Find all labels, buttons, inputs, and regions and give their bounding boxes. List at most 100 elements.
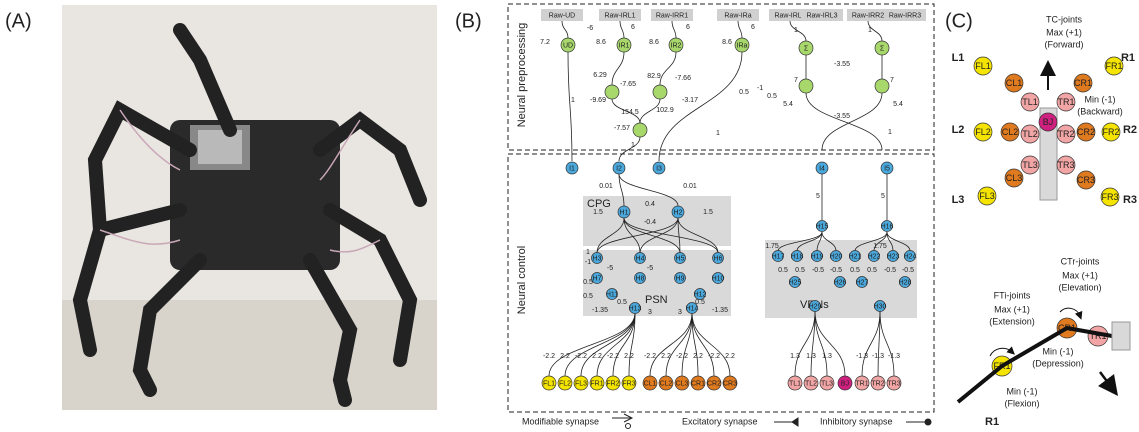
weight-label: 1 <box>571 97 575 104</box>
neuron-label: H28 <box>899 279 912 286</box>
weight-label: -2.2 <box>676 353 688 360</box>
neuron-label: H1 <box>620 209 629 216</box>
weight-label: -2.2 <box>543 353 555 360</box>
weight-label: -0.5 <box>902 267 914 274</box>
neuron-label: H23 <box>887 253 900 260</box>
weight-label: 1 <box>586 249 590 256</box>
weight-label: -2.2 <box>575 353 587 360</box>
neuron <box>799 79 813 93</box>
neuron-label: FL1 <box>975 61 991 71</box>
synapse <box>620 21 624 38</box>
joint-range: Max (+1) <box>1062 270 1098 280</box>
neuron-label: H29 <box>809 303 822 310</box>
direction-arrow <box>1100 372 1112 388</box>
neuron-label: FL2 <box>559 380 571 387</box>
neuron-label: CL3 <box>1006 173 1023 183</box>
legend: Modifiable synapse Excitatory synapse In… <box>522 414 931 429</box>
neuron-label: TR2 <box>1057 129 1074 139</box>
rotation-arrow <box>990 348 1012 356</box>
figure: (A) (B) (C) Neural preprocessing Neural … <box>0 0 1139 432</box>
weight-label: 6 <box>686 24 690 31</box>
weight-label: 2.2 <box>693 353 703 360</box>
input-label: Raw-IRa <box>724 12 751 19</box>
neuron-label: CR3 <box>723 380 737 387</box>
side-label: R2 <box>1123 124 1137 136</box>
joint-range: Max (+1) <box>994 304 1030 314</box>
neuron-label: H20 <box>830 253 843 260</box>
weight-label: 7 <box>794 77 798 84</box>
neuron <box>605 85 619 99</box>
synapse <box>565 313 635 376</box>
weight-label: 0.4 <box>645 201 655 208</box>
weight-label: 1 <box>716 130 720 137</box>
neuron-label: FR3 <box>1101 192 1118 202</box>
weight-label: -5 <box>607 265 613 272</box>
neuron-label: TL2 <box>1022 129 1038 139</box>
weight-label: -7.57 <box>614 125 630 132</box>
weight-label: 1.3 <box>790 353 800 360</box>
weight-label: 1.3 <box>822 353 832 360</box>
weight-label: 154.5 <box>621 109 639 116</box>
neuron-label: I3 <box>656 165 662 172</box>
neuron-label: TR1 <box>855 380 868 387</box>
weight-label: 2.2 <box>624 353 634 360</box>
neuron-label: BJ <box>841 380 849 387</box>
weight-label: 3 <box>648 309 652 316</box>
weight-label: 1 <box>868 27 872 34</box>
neuron-label: H30 <box>874 303 887 310</box>
joint-range: (Elevation) <box>1058 282 1101 292</box>
synapse <box>815 311 827 376</box>
neuron-label: H9 <box>676 275 685 282</box>
joint-range: Min (-1) <box>1043 346 1074 356</box>
neuron-label: Σ <box>804 45 809 52</box>
joint-range: Min (-1) <box>1007 386 1038 396</box>
neuron-label: I4 <box>819 165 825 172</box>
side-label: L3 <box>952 194 965 206</box>
joint-range: Min (-1) <box>1085 94 1116 104</box>
weight-label: -0.5 <box>884 267 896 274</box>
weight-label: -3.55 <box>834 61 850 68</box>
neuron-label: H15 <box>816 223 829 230</box>
synapse <box>815 311 845 376</box>
body <box>1112 322 1130 350</box>
weight-label: 0.5 <box>850 267 860 274</box>
weight-label: 1.75 <box>873 243 887 250</box>
neuron-label: CL3 <box>676 380 689 387</box>
neuron-label: FR1 <box>590 380 603 387</box>
joint-range: (Depression) <box>1032 358 1084 368</box>
neuron-label: CL1 <box>644 380 657 387</box>
weight-label: -0.5 <box>830 267 842 274</box>
weight-label: 2.2 <box>592 353 602 360</box>
neuron-label: H4 <box>636 255 645 262</box>
weight-label: -3.17 <box>682 97 698 104</box>
weight-label: 2.2 <box>560 353 570 360</box>
weight-label: 7.2 <box>540 39 550 46</box>
joint-range: (Backward) <box>1077 106 1123 116</box>
neuron-label: UD <box>563 42 573 49</box>
weight-label: 6 <box>751 24 755 31</box>
neuron-label: IR2 <box>671 42 682 49</box>
joint-range: (Forward) <box>1044 39 1083 49</box>
panel-label: (A) <box>5 10 32 32</box>
side-label: R3 <box>1123 194 1137 206</box>
neuron <box>653 85 667 99</box>
neuron-label: CL2 <box>1002 127 1019 137</box>
synapse <box>738 21 742 38</box>
weight-label: 7 <box>890 77 894 84</box>
panel-label: (B) <box>455 10 482 32</box>
synapse <box>660 52 676 85</box>
weight-label: 1 <box>631 142 635 149</box>
weight-label: 3 <box>678 309 682 316</box>
input-label: Raw-UD <box>549 12 575 19</box>
weight-label: -1.3 <box>856 353 868 360</box>
synapse <box>862 311 880 376</box>
neuron-label: BJ <box>1043 117 1054 127</box>
side-label: R1 <box>1121 52 1135 64</box>
joint-range: (Extension) <box>989 316 1035 326</box>
neuron-label: H11 <box>606 291 618 298</box>
robot-photo <box>62 5 437 410</box>
weight-label: 0.5 <box>778 267 788 274</box>
neuron-label: FR1 <box>1105 61 1122 71</box>
neuron-label: FL3 <box>575 380 587 387</box>
input-label: Raw-IRR1 <box>656 12 688 19</box>
